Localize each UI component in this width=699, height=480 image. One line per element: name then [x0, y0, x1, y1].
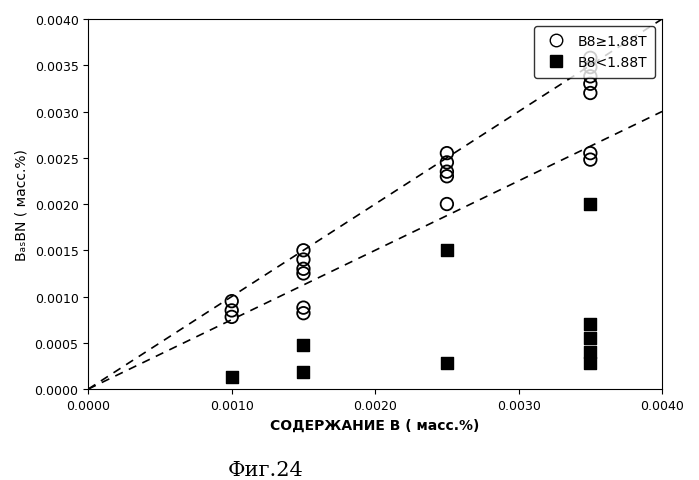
Legend: B8≥1.88T, B8<1.88T: B8≥1.88T, B8<1.88T: [534, 27, 655, 78]
Point: [226, 313, 238, 321]
Point: [226, 373, 238, 381]
Point: [441, 201, 452, 208]
Point: [298, 304, 309, 312]
Point: [298, 341, 309, 349]
Point: [585, 150, 596, 157]
Point: [226, 298, 238, 305]
Point: [585, 55, 596, 62]
Point: [441, 168, 452, 176]
Point: [585, 73, 596, 81]
Point: [585, 348, 596, 356]
Point: [585, 156, 596, 164]
X-axis label: СОДЕРЖАНИЕ В ( масс.%): СОДЕРЖАНИЕ В ( масс.%): [271, 418, 480, 432]
Point: [298, 369, 309, 376]
Y-axis label: BₐₛBN ( масс.%): BₐₛBN ( масс.%): [15, 149, 29, 261]
Point: [441, 173, 452, 181]
Point: [298, 265, 309, 273]
Point: [441, 159, 452, 167]
Point: [585, 64, 596, 72]
Point: [298, 247, 309, 254]
Point: [441, 150, 452, 157]
Point: [585, 335, 596, 342]
Point: [298, 270, 309, 278]
Point: [585, 321, 596, 328]
Point: [585, 360, 596, 367]
Point: [298, 310, 309, 317]
Point: [226, 307, 238, 314]
Point: [441, 360, 452, 367]
Point: [441, 247, 452, 254]
Point: [585, 81, 596, 88]
Point: [585, 90, 596, 97]
Point: [298, 256, 309, 264]
Point: [585, 201, 596, 208]
Text: Фиг.24: Фиг.24: [228, 460, 303, 479]
